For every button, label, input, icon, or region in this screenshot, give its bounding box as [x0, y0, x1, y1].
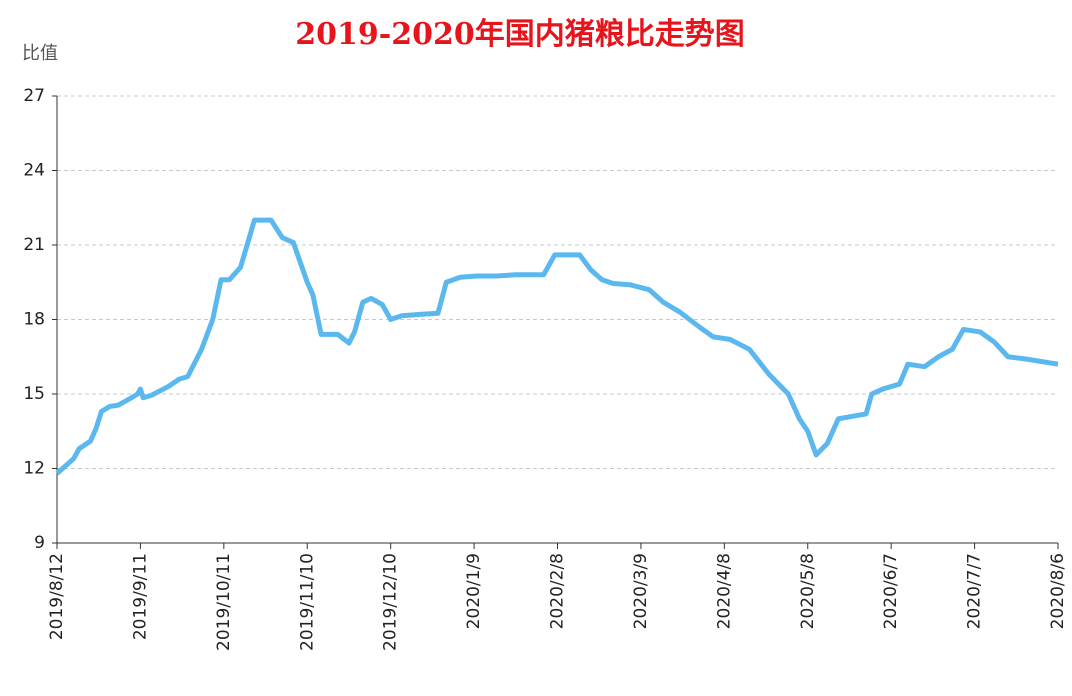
x-tick-label: 2019/9/11: [130, 553, 150, 640]
y-tick-label: 18: [23, 310, 45, 330]
y-tick-label: 15: [23, 384, 45, 404]
x-tick-label: 2019/8/12: [47, 553, 67, 640]
chart-title: 2019-2020年国内猪粮比走势图: [295, 17, 744, 52]
y-tick-label: 21: [23, 235, 45, 255]
y-axis-label: 比值: [22, 43, 58, 64]
x-tick-label: 2020/1/9: [464, 553, 484, 629]
x-tick-label: 2020/6/7: [881, 553, 901, 629]
x-tick-label: 2020/3/9: [631, 553, 651, 629]
y-tick-label: 9: [34, 533, 45, 553]
y-tick-label: 27: [23, 86, 45, 106]
x-tick-label: 2019/10/11: [214, 553, 234, 651]
data-line: [55, 217, 1059, 476]
y-tick-label: 12: [23, 459, 45, 479]
x-tick-label: 2020/2/8: [548, 553, 568, 629]
x-tick-label: 2019/11/10: [297, 553, 317, 651]
y-tick-label: 24: [23, 161, 45, 181]
x-tick-label: 2020/7/7: [965, 553, 985, 629]
x-tick-label: 2020/8/6: [1048, 553, 1068, 629]
x-tick-label: 2020/5/8: [798, 553, 818, 629]
x-tick-label: 2019/12/10: [381, 553, 401, 651]
x-tick-label: 2020/4/8: [714, 553, 734, 629]
